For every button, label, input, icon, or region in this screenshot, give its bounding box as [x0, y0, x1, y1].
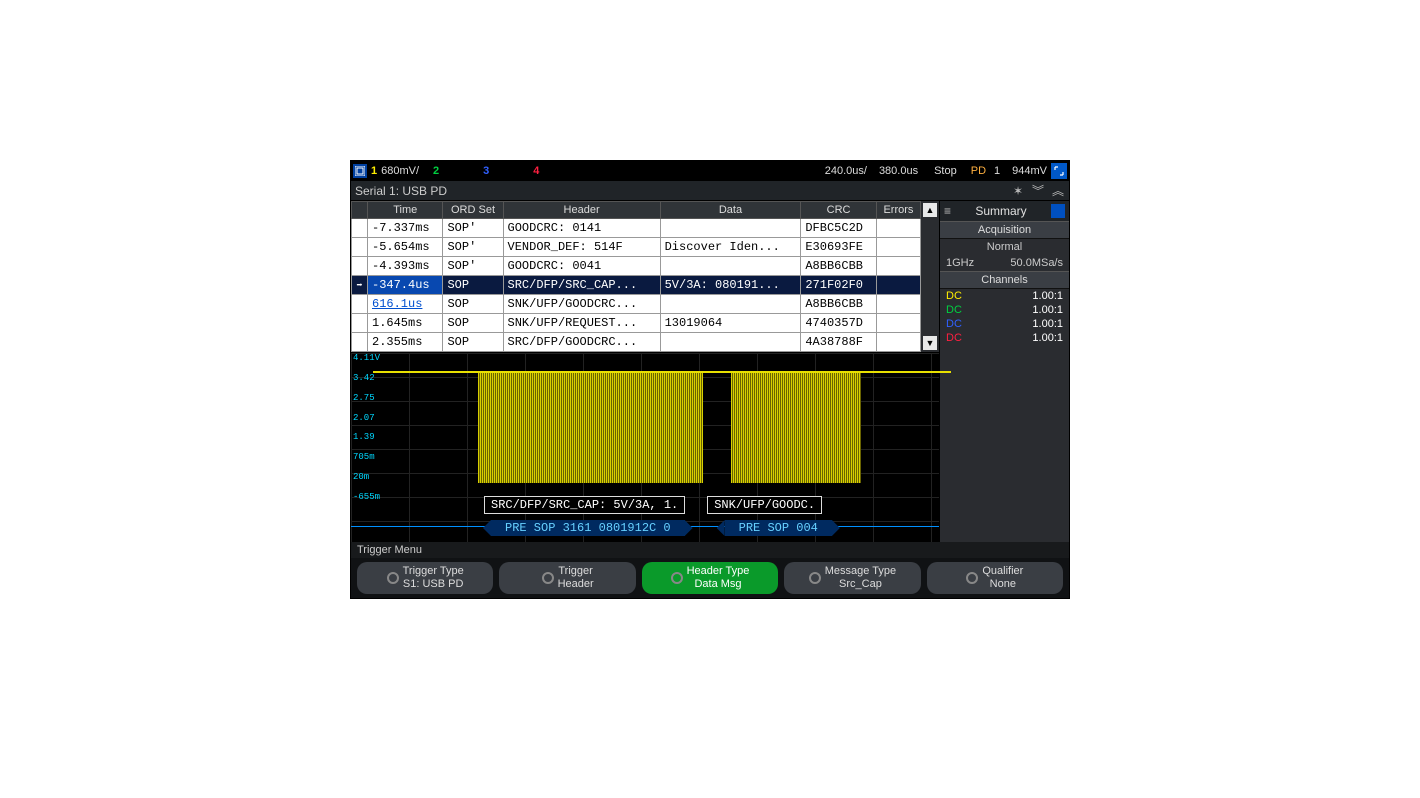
- decode-hex-2: PRE SOP 004: [725, 520, 832, 536]
- trigger-softkey[interactable]: TriggerHeader: [499, 562, 635, 594]
- ch1-scale: 680mV/: [381, 165, 419, 177]
- table-scrollbar[interactable]: ▲ ▼: [921, 201, 939, 352]
- trigger-softkey[interactable]: Header TypeData Msg: [642, 562, 778, 594]
- channel-ratio: 1.00:1: [1032, 318, 1063, 330]
- serial-title: Serial 1: USB PD: [355, 184, 447, 198]
- trigger-level: 944mV: [1012, 165, 1047, 177]
- table-row[interactable]: -4.393msSOP'GOODCRC: 0041A8BB6CBB: [352, 257, 921, 276]
- softkey-label: Message Type: [825, 565, 896, 578]
- waveform-trace: [373, 359, 935, 489]
- channel-coupling: DC: [946, 318, 962, 330]
- column-header[interactable]: [352, 202, 368, 219]
- decode-hex-row: PRE SOP 3161 0801912C 0 PRE SOP 004: [373, 520, 935, 536]
- summary-title: Summary: [975, 204, 1026, 218]
- acquisition-mode: Normal: [940, 239, 1069, 255]
- expand-up-icon[interactable]: ︽: [1051, 184, 1065, 198]
- pd-label: PD: [971, 165, 986, 177]
- table-row[interactable]: 616.1usSOPSNK/UFP/GOODCRC...A8BB6CBB: [352, 295, 921, 314]
- status-bar: 1 680mV/ 2 3 4 240.0us/ 380.0us Stop PD …: [351, 161, 1069, 181]
- run-state[interactable]: Stop: [934, 165, 957, 177]
- trace-high-segment: [373, 371, 478, 373]
- ch2-indicator[interactable]: 2: [433, 165, 439, 177]
- table-row[interactable]: 2.355msSOPSRC/DFP/GOODCRC...4A38788F: [352, 333, 921, 352]
- decode-table: TimeORD SetHeaderDataCRCErrors -7.337msS…: [351, 201, 921, 352]
- table-row[interactable]: 1.645msSOPSNK/UFP/REQUEST...130190644740…: [352, 314, 921, 333]
- scroll-up-button[interactable]: ▲: [923, 203, 937, 217]
- softkey-value: None: [990, 578, 1016, 591]
- knob-icon: [542, 572, 554, 584]
- softkey-label: Header Type: [687, 565, 750, 578]
- table-row[interactable]: -7.337msSOP'GOODCRC: 0141DFBC5C2D: [352, 219, 921, 238]
- panel-menu-icon[interactable]: ≡: [944, 204, 951, 218]
- channel-row[interactable]: DC 1.00:1: [940, 331, 1069, 345]
- column-header[interactable]: Header: [503, 202, 660, 219]
- softkey-label: Trigger: [558, 565, 592, 578]
- softkey-value: S1: USB PD: [403, 578, 464, 591]
- channel-coupling: DC: [946, 290, 962, 302]
- trigger-softkey[interactable]: Trigger TypeS1: USB PD: [357, 562, 493, 594]
- knob-icon: [671, 572, 683, 584]
- column-header[interactable]: Time: [368, 202, 443, 219]
- trace-burst-segment: [478, 371, 703, 483]
- ch4-indicator[interactable]: 4: [533, 165, 539, 177]
- trace-high-segment: [861, 371, 951, 373]
- serial-header: Serial 1: USB PD ✶ ︾ ︽: [351, 181, 1069, 201]
- decode-text-1: SRC/DFP/SRC_CAP: 5V/3A, 1.: [484, 496, 685, 514]
- delay-value: 380.0us: [879, 165, 918, 177]
- expand-icon[interactable]: [1051, 163, 1067, 179]
- ch1-indicator[interactable]: 1: [371, 165, 377, 177]
- column-header[interactable]: ORD Set: [443, 202, 503, 219]
- collapse-icon[interactable]: ︾: [1031, 184, 1045, 198]
- column-header[interactable]: Errors: [876, 202, 920, 219]
- decode-table-wrap: TimeORD SetHeaderDataCRCErrors -7.337msS…: [351, 201, 939, 352]
- decode-text-2: SNK/UFP/GOODC.: [707, 496, 822, 514]
- softkey-label: Trigger Type: [403, 565, 464, 578]
- acquisition-section-title: Acquisition: [940, 221, 1069, 239]
- column-header[interactable]: CRC: [801, 202, 876, 219]
- channel-ratio: 1.00:1: [1032, 332, 1063, 344]
- trace-high-segment: [703, 371, 731, 373]
- channel-coupling: DC: [946, 332, 962, 344]
- waveform-display[interactable]: 4.11V3.422.752.071.39705m20m-655m SRC/DF…: [351, 352, 939, 542]
- softkey-label: Qualifier: [982, 565, 1023, 578]
- column-header[interactable]: Data: [660, 202, 801, 219]
- main-area: TimeORD SetHeaderDataCRCErrors -7.337msS…: [351, 201, 1069, 542]
- table-row[interactable]: -5.654msSOP'VENDOR_DEF: 514FDiscover Ide…: [352, 238, 921, 257]
- channel-row[interactable]: DC 1.00:1: [940, 317, 1069, 331]
- left-panel: TimeORD SetHeaderDataCRCErrors -7.337msS…: [351, 201, 939, 542]
- channel-ratio: 1.00:1: [1032, 290, 1063, 302]
- timebase-value: 240.0us/: [825, 165, 867, 177]
- softkey-value: Src_Cap: [839, 578, 882, 591]
- acquisition-bw: 1GHz: [946, 257, 974, 269]
- oscilloscope-window: 1 680mV/ 2 3 4 240.0us/ 380.0us Stop PD …: [350, 160, 1070, 599]
- acquisition-rates: 1GHz 50.0MSa/s: [940, 255, 1069, 271]
- softkey-value: Data Msg: [694, 578, 741, 591]
- summary-panel: ≡ Summary Acquisition Normal 1GHz 50.0MS…: [939, 201, 1069, 542]
- softkey-value: Header: [558, 578, 594, 591]
- panel-toggle-icon[interactable]: [1051, 204, 1065, 218]
- menu-icon[interactable]: [353, 164, 367, 178]
- summary-header: ≡ Summary: [940, 201, 1069, 221]
- knob-icon: [387, 572, 399, 584]
- ch3-indicator[interactable]: 3: [483, 165, 489, 177]
- channel-ratio: 1.00:1: [1032, 304, 1063, 316]
- trigger-softkey[interactable]: QualifierNone: [927, 562, 1063, 594]
- decode-text-row: SRC/DFP/SRC_CAP: 5V/3A, 1. SNK/UFP/GOODC…: [373, 496, 935, 514]
- pd-channel: 1: [994, 165, 1000, 177]
- channel-row[interactable]: DC 1.00:1: [940, 303, 1069, 317]
- table-row[interactable]: -347.4usSOPSRC/DFP/SRC_CAP...5V/3A: 0801…: [352, 276, 921, 295]
- trace-burst-segment: [731, 371, 861, 483]
- scroll-down-button[interactable]: ▼: [923, 336, 937, 350]
- trigger-menu-title: Trigger Menu: [351, 542, 1069, 558]
- knob-icon: [966, 572, 978, 584]
- channel-row[interactable]: DC 1.00:1: [940, 289, 1069, 303]
- decode-hex-1: PRE SOP 3161 0801912C 0: [491, 520, 685, 536]
- channel-coupling: DC: [946, 304, 962, 316]
- channels-section-title: Channels: [940, 271, 1069, 289]
- acquisition-sample-rate: 50.0MSa/s: [1010, 257, 1063, 269]
- trigger-softkey[interactable]: Message TypeSrc_Cap: [784, 562, 920, 594]
- trigger-menu-bar: Trigger TypeS1: USB PDTriggerHeaderHeade…: [351, 558, 1069, 598]
- settings-icon[interactable]: ✶: [1011, 184, 1025, 198]
- knob-icon: [809, 572, 821, 584]
